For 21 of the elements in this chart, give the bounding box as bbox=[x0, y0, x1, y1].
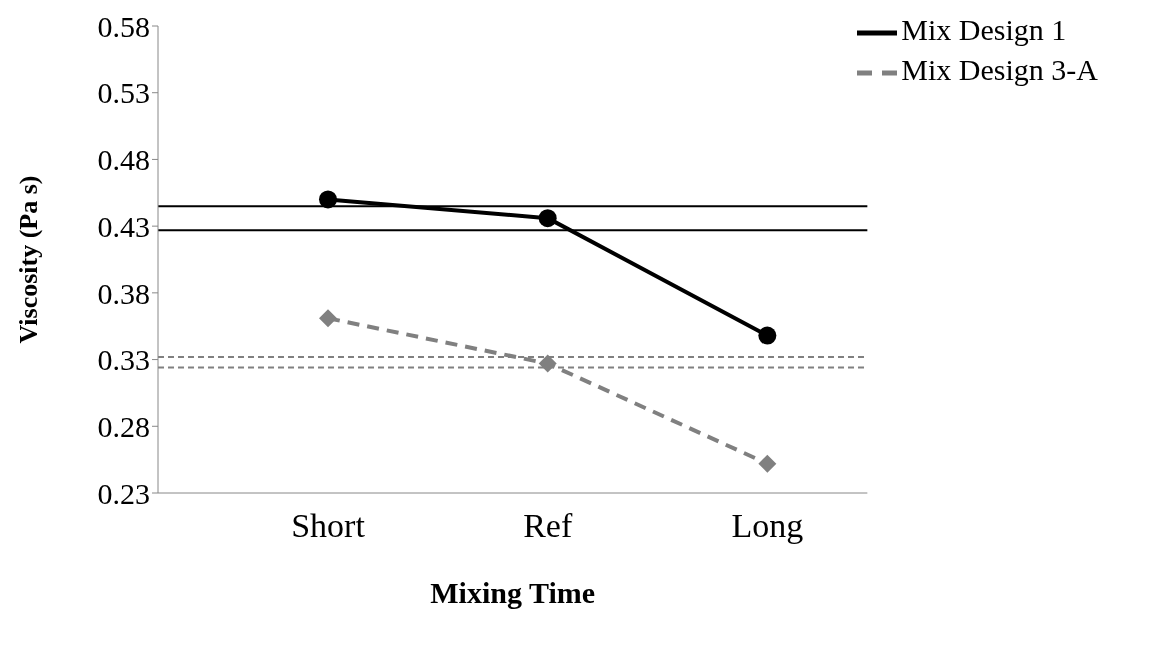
point bbox=[319, 309, 337, 328]
x-tick-label: Ref bbox=[523, 507, 573, 545]
legend-label: Mix Design 1 bbox=[901, 13, 1067, 46]
legend-label: Mix Design 3-A bbox=[901, 53, 1098, 87]
y-tick-label: 0.23 bbox=[97, 476, 150, 510]
point bbox=[758, 454, 777, 473]
point bbox=[758, 326, 777, 345]
y-tick-label: 0.33 bbox=[97, 343, 150, 377]
y-tick-label: 0.43 bbox=[97, 209, 150, 243]
y-tick-label: 0.28 bbox=[97, 409, 150, 443]
y-tick-label: 0.53 bbox=[97, 76, 150, 110]
point bbox=[319, 190, 337, 209]
x-tick-label: Long bbox=[731, 507, 804, 545]
point bbox=[538, 354, 557, 373]
y-tick-label: 0.38 bbox=[97, 276, 150, 310]
x-tick-label: Short bbox=[291, 507, 366, 545]
y-tick-label: 0.58 bbox=[97, 9, 150, 43]
point bbox=[538, 209, 557, 228]
y-axis-title: Viscosity (Pa s) bbox=[14, 175, 44, 344]
y-tick-label: 0.48 bbox=[97, 143, 150, 177]
x-axis-title: Mixing Time bbox=[430, 576, 596, 609]
